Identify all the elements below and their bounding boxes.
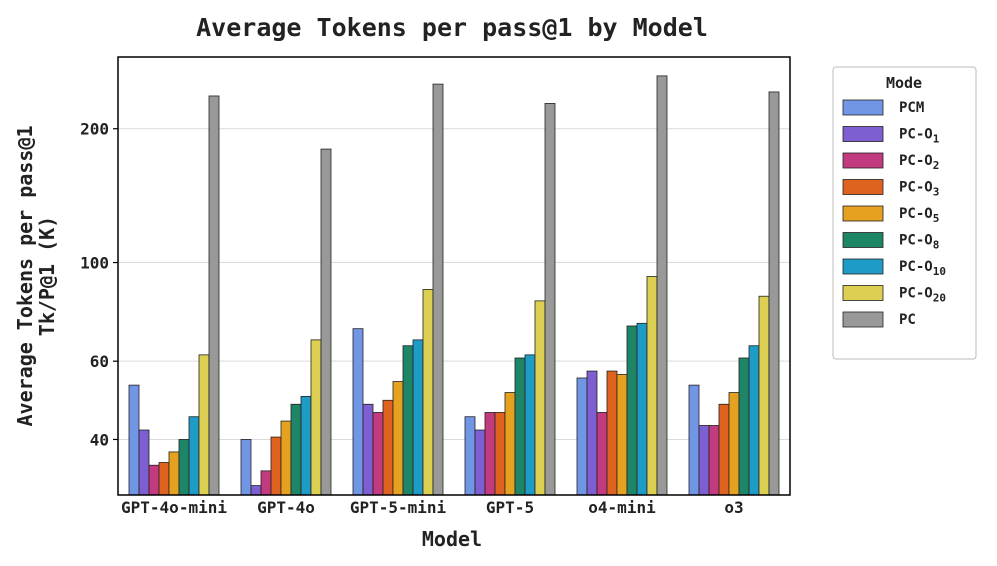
- x-tick-label: o3: [724, 498, 743, 517]
- legend-swatch: [842, 126, 884, 142]
- bar-pc-o8-gpt-4o: [290, 403, 302, 496]
- bar-pc-o8-o4-mini: [626, 325, 638, 496]
- y-axis-ticks: 40 60 100 200: [80, 120, 118, 449]
- bar-pc-o8-o3: [738, 357, 750, 496]
- bar-pc-o2-gpt-5: [484, 412, 496, 496]
- y-tick-label: 40: [90, 430, 109, 449]
- bar-pc-o3-gpt-4o: [270, 436, 282, 496]
- grid-lines: [118, 128, 790, 440]
- bar-pc-o5-o3: [728, 392, 740, 496]
- bar-pcm-o4-mini: [576, 377, 588, 496]
- bar-pc-o1-gpt-5: [474, 429, 486, 496]
- bar-pc-o10-gpt-5-mini: [412, 339, 424, 496]
- bar-pc-gpt-4o-mini: [208, 95, 220, 496]
- bar-pc-o10-o4-mini: [636, 322, 648, 496]
- legend-swatch: [842, 285, 884, 301]
- y-tick-label: 60: [90, 352, 109, 371]
- x-tick-label: GPT-5: [486, 498, 534, 517]
- legend-label: PC-O2: [899, 153, 939, 172]
- x-tick-label: GPT-4o-mini: [121, 498, 227, 517]
- y-tick-label: 200: [80, 120, 109, 139]
- bar-pc-o2-gpt-4o-mini: [148, 464, 160, 496]
- bar-pc-o5-o4-mini: [616, 374, 628, 496]
- bar-pc-gpt-5-mini: [432, 83, 444, 496]
- legend-label: PC-O1: [899, 127, 940, 146]
- legend-label: PC-O8: [899, 233, 939, 252]
- bar-pc-gpt-4o: [320, 148, 332, 496]
- legend-swatch: [842, 232, 884, 248]
- bars: [128, 75, 780, 496]
- bar-pc-o2-gpt-4o: [260, 470, 272, 496]
- x-axis-label: Model: [422, 527, 482, 551]
- bar-pc-o8-gpt-5: [514, 357, 526, 496]
- legend-swatch: [842, 179, 884, 195]
- legend-title: Mode: [886, 74, 922, 92]
- bar-pc-o3-gpt-5-mini: [382, 399, 394, 496]
- bar-pcm-gpt-5-mini: [352, 328, 364, 496]
- bar-pc-o20-o3: [758, 295, 770, 496]
- bar-pc-o2-o4-mini: [596, 412, 608, 496]
- bar-pc-o3: [768, 91, 780, 496]
- y-axis-label-line2: Tk/P@1 (K): [35, 216, 59, 336]
- bar-pc-o10-gpt-4o: [300, 395, 312, 496]
- bar-pc-o5-gpt-4o: [280, 420, 292, 496]
- bar-pc-o20-gpt-5: [534, 300, 546, 496]
- bar-pc-o1-o4-mini: [586, 370, 598, 496]
- x-tick-label: GPT-5-mini: [350, 498, 447, 517]
- legend-swatch: [842, 205, 884, 222]
- x-axis-ticks: GPT-4o-mini GPT-4o GPT-5-mini GPT-5 o4-mini o…: [121, 498, 744, 517]
- bar-pc-gpt-5: [544, 103, 556, 496]
- x-tick-label: GPT-4o: [257, 498, 315, 517]
- y-axis-label-line1: Average Tokens per pass@1: [13, 125, 37, 426]
- bar-pc-o20-o4-mini: [646, 276, 658, 496]
- x-tick-label: o4-mini: [588, 498, 656, 517]
- bar-pcm-gpt-4o-mini: [128, 384, 140, 496]
- bar-pc-o4-mini: [656, 75, 668, 496]
- bar-pc-o20-gpt-4o: [310, 339, 322, 496]
- bar-pc-o3-gpt-5: [494, 412, 506, 496]
- bar-pc-o10-gpt-4o-mini: [188, 416, 200, 496]
- legend-label: PC-O5: [899, 206, 939, 225]
- bar-pc-o20-gpt-4o-mini: [198, 354, 210, 496]
- legend-swatch: [842, 152, 884, 169]
- legend-swatch: [842, 258, 884, 275]
- bar-pc-o3-gpt-4o-mini: [158, 462, 170, 496]
- bar-pc-o5-gpt-5-mini: [392, 381, 404, 496]
- bar-pc-o1-gpt-4o: [250, 485, 262, 496]
- chart-title: Average Tokens per pass@1 by Model: [196, 13, 708, 42]
- legend: Mode PCMPC-O1PC-O2PC-O3PC-O5PC-O8PC-O10P…: [832, 66, 977, 360]
- bar-pc-o1-o3: [698, 425, 710, 496]
- legend-swatch: [842, 99, 884, 116]
- bar-pcm-o3: [688, 384, 700, 496]
- bar-pc-o10-gpt-5: [524, 354, 536, 496]
- legend-label: PC: [899, 312, 916, 328]
- legend-label: PCM: [899, 100, 924, 116]
- plot-frame: [117, 56, 791, 496]
- bar-pc-o2-gpt-5-mini: [372, 412, 384, 496]
- bar-pc-o2-o3: [708, 425, 720, 496]
- bar-pc-o1-gpt-4o-mini: [138, 429, 150, 496]
- bar-pc-o8-gpt-5-mini: [402, 345, 414, 496]
- bar-pcm-gpt-5: [464, 416, 476, 496]
- bar-pcm-gpt-4o: [240, 439, 252, 496]
- bar-pc-o1-gpt-5-mini: [362, 403, 374, 496]
- y-tick-label: 100: [80, 254, 109, 273]
- bar-pc-o8-gpt-4o-mini: [178, 439, 190, 496]
- bar-pc-o3-o3: [718, 403, 730, 496]
- bar-pc-o5-gpt-4o-mini: [168, 451, 180, 496]
- bar-pc-o5-gpt-5: [504, 392, 516, 496]
- legend-label: PC-O3: [899, 180, 939, 199]
- bar-pc-o3-o4-mini: [606, 370, 618, 496]
- bar-pc-o20-gpt-5-mini: [422, 289, 434, 496]
- legend-swatch: [842, 311, 884, 328]
- bar-pc-o10-o3: [748, 345, 760, 496]
